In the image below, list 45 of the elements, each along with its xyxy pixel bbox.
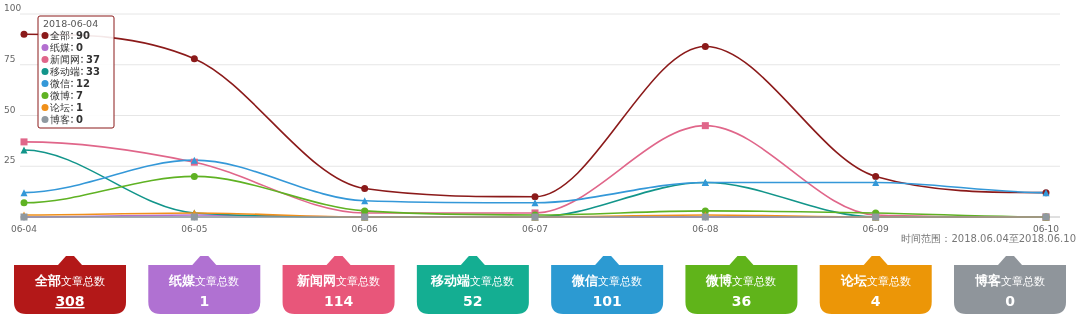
category-label: 全部 xyxy=(34,273,61,288)
x-tick-label: 06-07 xyxy=(521,224,549,234)
y-tick-label: 75 xyxy=(4,53,16,64)
legend-label: 微博 xyxy=(50,90,70,101)
category-label: 博客 xyxy=(974,273,1001,288)
legend-label: 微信 xyxy=(50,78,70,89)
data-label: 101 xyxy=(592,293,622,309)
x-tick-label: 06-06 xyxy=(351,224,379,234)
data-label: 1 xyxy=(199,293,210,309)
y-tick-label: 25 xyxy=(4,155,16,166)
text: 文章总数 xyxy=(61,275,105,287)
data-label: 308 xyxy=(55,293,85,309)
category-label: 微信 xyxy=(571,273,599,288)
data-label: 114 xyxy=(323,293,354,309)
y-tick-label: 50 xyxy=(4,104,16,115)
text: 时间范围：2018.06.04至2018.06.10 xyxy=(901,233,1076,244)
legend-label: 论坛 xyxy=(50,102,70,113)
data-label: 36 xyxy=(731,293,752,309)
text: 文章总数 xyxy=(598,275,643,287)
x-tick-label: 06-09 xyxy=(862,224,890,234)
text: 文章总数 xyxy=(336,275,381,287)
text: 文章总数 xyxy=(1001,275,1045,287)
x-tick-label: 06-08 xyxy=(692,224,719,234)
text: 文章总数 xyxy=(195,275,240,287)
y-tick-label: 100 xyxy=(4,3,22,13)
data-label: 52 xyxy=(463,293,483,309)
data-label: 4 xyxy=(870,293,881,309)
category-label: 论坛 xyxy=(839,273,867,288)
annotation: 2018-06-04 xyxy=(43,18,99,29)
legend-label: 博客 xyxy=(50,114,70,125)
x-tick-label: 06-04 xyxy=(10,224,38,234)
category-label: 纸媒 xyxy=(168,273,197,288)
legend-label: 新闻网 xyxy=(50,54,80,65)
text: 文章总数 xyxy=(732,275,777,287)
x-tick-label: 06-05 xyxy=(181,224,208,234)
legend-label: 全部 xyxy=(50,30,70,41)
text: 文章总数 xyxy=(866,275,911,287)
category-label: 微博 xyxy=(705,273,733,288)
legend-label: 移动端 xyxy=(50,66,80,77)
category-label: 移动端 xyxy=(430,273,471,288)
category-label: 新闻网 xyxy=(296,273,337,288)
text: 文章总数 xyxy=(470,275,515,287)
legend-label: 纸媒 xyxy=(50,42,70,53)
x-tick-label: 06-10 xyxy=(1032,224,1060,234)
data-label: 0 xyxy=(1005,293,1016,309)
